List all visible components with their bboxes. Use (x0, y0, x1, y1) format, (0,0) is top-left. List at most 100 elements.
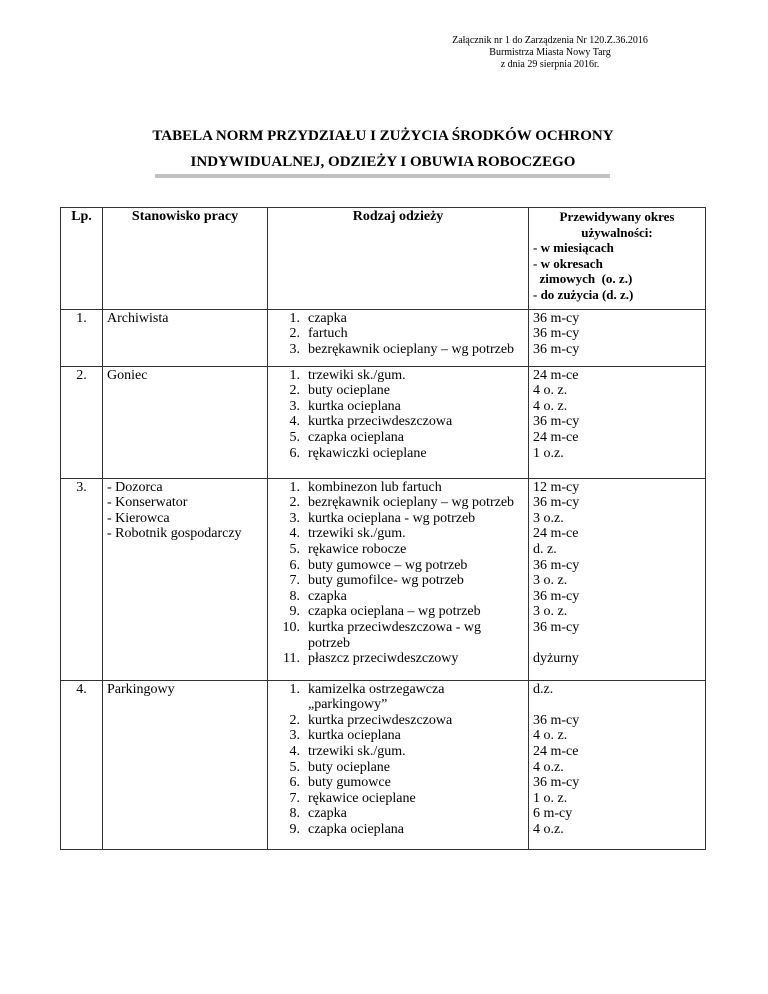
item-number: 1. (289, 681, 301, 697)
item-text: rękawiczki ocieplane (308, 445, 427, 461)
clothing-item: 7. rękawice ocieplane (272, 791, 524, 807)
item-text: kombinezon lub fartuch (308, 479, 442, 495)
item-text: kamizelka ostrzegawcza „parkingowy” (308, 681, 445, 713)
clothing-item: 2. kurtka przeciwdeszczowa (272, 713, 524, 729)
clothing-item: 6. rękawiczki ocieplane (272, 446, 524, 462)
period-value: d.z. (533, 681, 554, 697)
item-text: buty ocieplane (308, 383, 391, 399)
item-number: 4. (289, 526, 301, 542)
clothing-cell: 1. kombinezon lub fartuch 2. bezrękawnik oc… (267, 477, 529, 681)
period-value: 36 m-cy (533, 495, 580, 511)
position-name: - Dozorca (107, 479, 163, 495)
clothing-item: 11. płaszcz przeciwdeszczowy (272, 651, 524, 667)
position-cell: Goniec (102, 365, 268, 479)
item-number: 5. (289, 759, 301, 775)
clothing-item: 5. rękawice robocze (272, 542, 524, 558)
clothing-item: 4. trzewiki sk./gum. (272, 744, 524, 760)
item-number: 5. (289, 541, 301, 557)
clothing-item: 5. buty ocieplane (272, 760, 524, 776)
lp-cell: 1. (60, 308, 103, 367)
clothing-item: 3. kurtka ocieplana (272, 728, 524, 744)
item-text: czapka (308, 310, 347, 326)
item-number: 3. (289, 728, 301, 744)
item-number: 4. (289, 743, 301, 759)
annex-note: Załącznik nr 1 do Zarządzenia Nr 120.Z.3… (420, 35, 680, 71)
period-value: 3 o. z. (533, 573, 568, 589)
clothing-item: 10. kurtka przeciwdeszczowa - wg potrzeb (272, 620, 524, 651)
clothing-item: 8. czapka (272, 806, 524, 822)
period-value (533, 636, 701, 652)
period-value: 3 o. z. (533, 604, 568, 620)
item-text: kurtka przeciwdeszczowa (308, 712, 453, 728)
period-value: 36 m-cy (533, 310, 580, 326)
item-text: kurtka przeciwdeszczowa - wg potrzeb (308, 619, 481, 651)
header-lp: Lp. (60, 207, 103, 310)
clothing-item: 6. buty gumowce – wg potrzeb (272, 558, 524, 574)
item-text: płaszcz przeciwdeszczowy (308, 651, 459, 667)
item-number: 2. (289, 383, 301, 399)
item-number: 6. (289, 445, 301, 461)
item-text: kurtka przeciwdeszczowa (308, 414, 453, 430)
item-text: rękawice robocze (308, 541, 407, 557)
period-value: 4 o.z. (533, 821, 564, 837)
clothing-item: 7. buty gumofilce- wg potrzeb (272, 573, 524, 589)
clothing-item: 1. kamizelka ostrzegawcza „parkingowy” (272, 682, 524, 713)
item-text: buty gumowce (308, 775, 391, 791)
title-line: INDYWIDUALNEJ, ODZIEŻY I OBUWIA ROBOCZEG… (190, 154, 576, 170)
document-title: TABELA NORM PRZYDZIAŁU I ZUŻYCIA ŚRODKÓW… (60, 123, 706, 175)
position-name: - Konserwator (107, 495, 188, 511)
item-text: bezrękawnik ocieplany – wg potrzeb (308, 495, 515, 511)
item-number: 9. (289, 604, 301, 620)
item-number: 2. (289, 326, 301, 342)
title-line: TABELA NORM PRZYDZIAŁU I ZUŻYCIA ŚRODKÓW… (152, 128, 614, 144)
position-name: Parkingowy (107, 681, 175, 697)
period-cell: 12 m-cy 36 m-cy 3 o.z. 24 m-ce d. z. 36 m-cy 3… (528, 477, 706, 681)
position-cell: Archiwista (102, 308, 268, 367)
period-value: 3 o.z. (533, 510, 564, 526)
item-text: kurtka ocieplana (308, 398, 401, 414)
position-name: - Robotnik gospodarczy (107, 526, 242, 542)
period-value: 4 o. z. (533, 728, 568, 744)
clothing-item: 6. buty gumowce (272, 775, 524, 791)
period-value: 36 m-cy (533, 326, 580, 342)
period-value: 12 m-cy (533, 479, 580, 495)
item-number: 2. (289, 495, 301, 511)
item-text: trzewiki sk./gum. (308, 526, 406, 542)
annex-line: z dnia 29 sierpnia 2016r. (500, 59, 600, 70)
position-name: - Kierowca (107, 510, 170, 526)
clothing-item: 2. bezrękawnik ocieplany – wg potrzeb (272, 495, 524, 511)
item-text: trzewiki sk./gum. (308, 743, 406, 759)
item-text: buty ocieplane (308, 759, 391, 775)
clothing-cell: 1. kamizelka ostrzegawcza „parkingowy” 2. k… (267, 679, 529, 850)
period-value: 6 m-cy (533, 806, 573, 822)
clothing-item: 1. czapka (272, 311, 524, 327)
clothing-item: 3. kurtka ocieplana (272, 399, 524, 415)
clothing-item: 9. czapka ocieplana (272, 822, 524, 838)
period-value: 1 o. z. (533, 790, 568, 806)
item-number: 3. (289, 510, 301, 526)
period-value: 36 m-cy (533, 557, 580, 573)
period-value: 24 m-ce (533, 526, 579, 542)
clothing-item: 2. fartuch (272, 326, 524, 342)
clothing-item: 1. kombinezon lub fartuch (272, 480, 524, 496)
period-value: dyżurny (533, 651, 579, 667)
item-text: czapka ocieplana (308, 429, 404, 445)
clothing-item: 5. czapka ocieplana (272, 430, 524, 446)
norms-table: Lp. Stanowisko pracy Rodzaj odzieży Prze… (60, 207, 706, 850)
clothing-item: 4. trzewiki sk./gum. (272, 526, 524, 542)
item-number: 9. (289, 821, 301, 837)
item-text: kurtka ocieplana (308, 728, 401, 744)
annex-line: Załącznik nr 1 do Zarządzenia Nr 120.Z.3… (452, 35, 648, 46)
clothing-item: 9. czapka ocieplana – wg potrzeb (272, 604, 524, 620)
title-divider (155, 174, 610, 178)
item-number: 8. (289, 806, 301, 822)
position-cell: - Dozorca - Konserwator - Kierowca - Robotn… (102, 477, 268, 681)
period-cell: d.z. 36 m-cy 4 o. z. 24 m-ce 4 o.z. 36 m-cy 1 … (528, 679, 706, 850)
table-row: 2. Goniec 1. trzewiki sk./gum. 2. buty ociepl… (60, 365, 706, 479)
item-number: 2. (289, 712, 301, 728)
item-text: trzewiki sk./gum. (308, 367, 406, 383)
table-row: 3. - Dozorca - Konserwator - Kierowca - Robo… (60, 477, 706, 681)
period-value: 4 o.z. (533, 759, 564, 775)
period-value: 36 m-cy (533, 619, 580, 635)
table-row: 4. Parkingowy 1. kamizelka ostrzegawcza „pa… (60, 679, 706, 850)
